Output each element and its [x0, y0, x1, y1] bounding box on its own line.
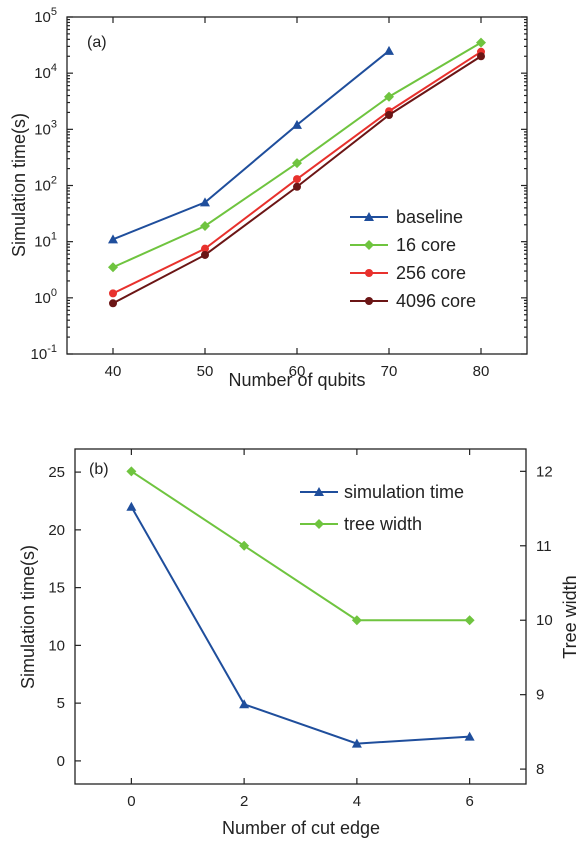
data-point-b [464, 615, 475, 626]
data-point-a [384, 45, 394, 55]
y2-tick-label-b: 11 [536, 538, 552, 555]
data-point-b [351, 738, 362, 748]
legend-label-a: 4096 core [396, 291, 476, 311]
y2-tick-label-b: 10 [536, 612, 553, 629]
panel-a-chart: 40 50 60 70 80 10-1 100 101 102 103 104 105 (a) Num… [9, 6, 528, 390]
x-tick-label-a: 70 [381, 363, 398, 380]
y2-axis-label-b: Tree width [560, 575, 580, 658]
data-point-a [292, 119, 302, 129]
legend-marker-a [364, 240, 374, 250]
series-line-b [130, 470, 470, 622]
x-tick-label-b: 4 [353, 793, 361, 810]
x-axis-label-b: Number of cut edge [222, 818, 380, 838]
data-point-a [293, 182, 301, 191]
data-point-a [200, 221, 210, 232]
panel-b-chart: 0 2 4 6 0 5 10 15 20 25 8 9 10 11 12 (b) Number of cut… [18, 448, 580, 838]
y2-tick-label-b: 8 [536, 761, 544, 778]
series-line-a [112, 50, 482, 295]
legend-label-b: simulation time [344, 482, 464, 502]
x-tick-label-a: 50 [197, 363, 214, 380]
x-tick-label-b: 0 [127, 793, 135, 810]
data-point-a [108, 262, 118, 273]
data-point-b [351, 615, 362, 626]
legend-b: simulation time tree width [300, 482, 464, 534]
y-tick-label-a: 101 [34, 231, 57, 251]
y-tick-label-a: 104 [34, 62, 57, 82]
data-point-a [293, 175, 301, 184]
y-tick-label-b: 10 [48, 637, 65, 654]
series-line-a [112, 50, 390, 241]
data-point-a [201, 250, 209, 259]
x-tick-label-b: 2 [240, 793, 248, 810]
y-tick-label-b: 0 [57, 753, 65, 770]
panel-label-b: (b) [89, 461, 109, 478]
series-line-b [130, 506, 470, 745]
y-tick-label-a: 100 [34, 287, 57, 307]
y-axis-label-b: Simulation time(s) [18, 545, 38, 689]
series-line-a [112, 41, 482, 269]
data-point-a [109, 299, 117, 308]
y-axis-label-a: Simulation time(s) [9, 113, 29, 257]
y-tick-label-b: 25 [48, 464, 65, 481]
data-point-b [126, 501, 137, 511]
data-point-a [200, 197, 210, 207]
data-point-b [464, 731, 475, 741]
panel-label-a: (a) [87, 34, 107, 51]
data-point-a [108, 234, 118, 244]
y-tick-label-b: 15 [48, 580, 65, 597]
data-point-b [239, 540, 250, 551]
y2-tick-label-b: 12 [536, 463, 553, 480]
data-point-a [292, 158, 302, 169]
y-tick-label-a: 105 [34, 6, 57, 26]
legend-marker-b [314, 487, 324, 496]
data-point-a [384, 91, 394, 102]
x-tick-label-a: 80 [473, 363, 490, 380]
y2-tick-label-b: 9 [536, 687, 544, 704]
data-point-a [476, 37, 486, 48]
data-point-b [126, 466, 137, 477]
data-point-a [385, 110, 393, 119]
legend-label-a: baseline [396, 207, 463, 227]
y-tick-label-b: 20 [48, 522, 65, 539]
data-point-a [201, 244, 209, 253]
plot-frame-b [74, 448, 527, 785]
legend-marker-a [365, 269, 373, 277]
legend-marker-b [314, 519, 324, 529]
legend-label-a: 16 core [396, 235, 456, 255]
legend-marker-a [365, 297, 373, 305]
y-tick-label-a: 103 [34, 118, 57, 138]
x-axis-label-a: Number of qubits [228, 370, 365, 390]
legend-label-a: 256 core [396, 263, 466, 283]
legend-marker-a [364, 212, 374, 221]
data-point-b [239, 699, 250, 709]
x-tick-label-b: 6 [465, 793, 473, 810]
legend-label-b: tree width [344, 514, 422, 534]
data-point-a [109, 289, 117, 298]
y-tick-label-a: 102 [34, 175, 57, 195]
data-point-a [477, 52, 485, 61]
y-tick-label-a: 10-1 [31, 343, 57, 363]
legend-a: baseline 16 core 256 core 4096 core [350, 207, 476, 311]
x-tick-label-a: 60 [289, 363, 306, 380]
x-tick-label-a: 40 [105, 363, 122, 380]
y-tick-label-b: 5 [57, 695, 65, 712]
